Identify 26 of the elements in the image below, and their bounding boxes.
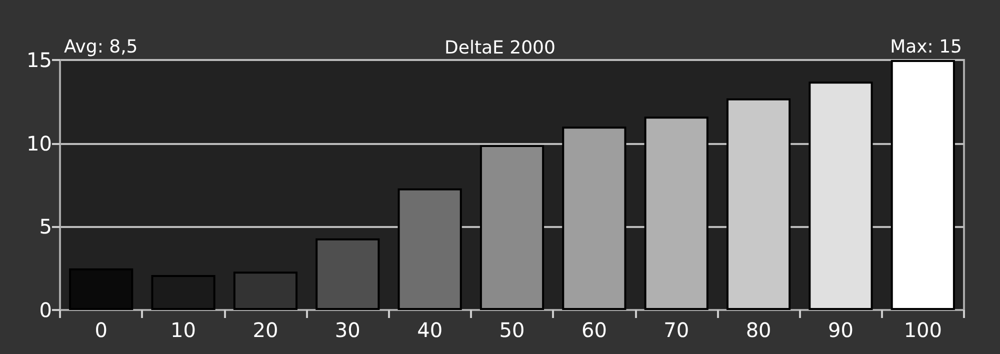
x-tick-label: 10 xyxy=(170,318,196,342)
x-tick-label: 60 xyxy=(581,318,607,342)
bar xyxy=(233,272,298,310)
text: Max: 15 xyxy=(890,36,962,58)
x-tick-label: 50 xyxy=(499,318,525,342)
y-tick-label: 0 xyxy=(39,298,52,322)
x-tick-label: 90 xyxy=(828,318,854,342)
bar xyxy=(726,98,791,310)
bar xyxy=(890,60,955,310)
bar xyxy=(398,188,462,310)
y-tick-label: 5 xyxy=(39,214,52,239)
y-tick-label: 10 xyxy=(26,131,52,156)
bar xyxy=(69,268,134,310)
bar xyxy=(316,238,380,310)
y-tick-label: 15 xyxy=(26,48,52,72)
x-tick-label: 100 xyxy=(904,318,942,342)
x-tick-label: 80 xyxy=(746,318,772,342)
x-tick-label: 40 xyxy=(417,318,443,342)
x-tick-label: 0 xyxy=(94,318,108,342)
x-tick-label: 30 xyxy=(334,318,360,342)
bar xyxy=(808,82,873,310)
bar xyxy=(480,145,544,310)
text: Avg: 8,5 xyxy=(64,36,138,58)
x-tick-label: 70 xyxy=(664,318,690,342)
x-tick-label: 20 xyxy=(252,318,278,342)
chart-title: DeltaE 2000 xyxy=(444,38,556,58)
